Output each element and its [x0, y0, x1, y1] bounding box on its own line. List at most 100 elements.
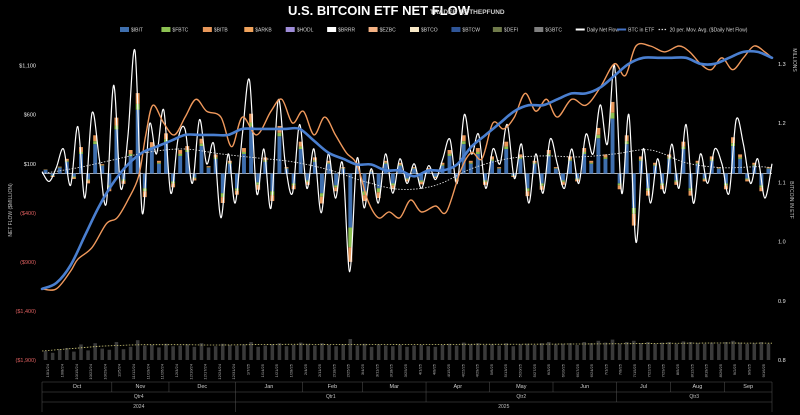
- bar-ibit: [582, 153, 587, 174]
- volume-bar: [235, 345, 239, 360]
- volume-bar: [497, 345, 501, 360]
- bar-ibit: [362, 173, 367, 192]
- volume-bars: [43, 339, 771, 360]
- x-tick-date: 12/24/24: [217, 363, 222, 379]
- bar-fbtc: [348, 227, 353, 248]
- y-tick-left: ($1,400): [16, 309, 37, 315]
- bar-ibit: [447, 155, 452, 174]
- bar-ibit: [539, 173, 544, 184]
- bar-bitb: [752, 162, 757, 165]
- bar-ibit: [192, 173, 197, 178]
- bar-bitb: [731, 137, 735, 144]
- volume-bar: [596, 340, 601, 360]
- x-tick-date: 12/10/24: [188, 363, 193, 379]
- volume-bar: [568, 343, 572, 360]
- volume-bar: [100, 348, 105, 360]
- x-tick-date: 11/26/24: [160, 363, 165, 379]
- x-tick-date: 7/29/25: [661, 363, 666, 377]
- volume-bar: [724, 342, 728, 360]
- legend-swatch: [244, 27, 254, 32]
- x-year-label: 2025: [498, 404, 509, 410]
- bar-bitb: [79, 147, 83, 152]
- y-tick-right: 1.1: [778, 180, 786, 186]
- bar-fbtc: [383, 162, 388, 164]
- bar-fbtc: [702, 178, 707, 180]
- volume-bar: [86, 350, 90, 360]
- volume-bar: [206, 347, 211, 360]
- bar-ibit: [249, 126, 254, 174]
- bar-bitb: [674, 181, 679, 185]
- bar-fbtc: [298, 146, 303, 150]
- x-tick-date: 4/22/25: [460, 363, 465, 377]
- bar-fbtc: [277, 132, 282, 137]
- legend-item: $FBTC: [161, 27, 189, 34]
- volume-bar: [766, 343, 771, 360]
- volume-bar: [738, 342, 742, 360]
- volume-bar: [178, 345, 182, 360]
- legend-swatch: [202, 27, 212, 32]
- bar-bitb: [334, 187, 339, 192]
- bar-fbtc: [745, 178, 750, 180]
- bar-ibit: [277, 136, 282, 174]
- bar-ibit: [617, 173, 622, 184]
- x-tick-date: 9/2/25: [732, 363, 737, 375]
- bar-bitb: [745, 179, 750, 182]
- volume-bar: [355, 345, 360, 360]
- volume-bar: [476, 343, 480, 360]
- bar-bitb: [447, 150, 452, 154]
- x-tick-date: 5/20/25: [518, 363, 523, 377]
- x-tick-date: 12/17/24: [203, 363, 208, 379]
- volume-bar: [341, 344, 345, 360]
- volume-bar: [142, 345, 147, 360]
- bar-fbtc: [128, 153, 133, 156]
- x-tick-date: 10/1/24: [45, 363, 50, 377]
- bar-bitb: [419, 181, 424, 185]
- bar-ibit: [185, 151, 190, 174]
- x-tick-date: 8/19/25: [704, 363, 709, 377]
- bar-fbtc: [539, 183, 544, 186]
- legend-label: 20 per. Mov. Avg. ($Daily Net Flow): [670, 28, 748, 34]
- volume-bar: [504, 343, 508, 360]
- bar-bitb: [546, 150, 551, 154]
- chart-subtitle: TRADER T@THEPFUND: [430, 9, 505, 16]
- bar-bitb: [695, 160, 700, 163]
- legend-item: $DEFI: [492, 27, 518, 34]
- bar-fbtc: [525, 188, 530, 192]
- bar-ibit: [383, 163, 388, 174]
- bar-bitb: [610, 101, 615, 113]
- bar-bitb: [220, 197, 225, 203]
- x-quarter-label: Qtr1: [326, 394, 336, 400]
- legend-swatch: [368, 27, 378, 32]
- bar-ibit: [256, 173, 261, 183]
- bar-bitb: [242, 148, 246, 152]
- legend-label: $IBIT: [131, 28, 143, 34]
- bar-ibit: [631, 173, 636, 208]
- legend-label: Daily Net Flow: [587, 28, 620, 34]
- volume-bar: [57, 349, 62, 360]
- bar-fbtc: [752, 164, 757, 166]
- legend-label: BTC in ETF: [628, 28, 654, 34]
- volume-bar: [277, 343, 282, 360]
- bar-fbtc: [419, 180, 424, 182]
- x-tick-date: 10/22/24: [88, 363, 93, 379]
- bar-fbtc: [759, 185, 764, 188]
- bar-bitb: [603, 154, 608, 158]
- volume-bar: [263, 345, 268, 360]
- bar-ibit: [525, 173, 530, 189]
- y-tick-left: $1,100: [19, 64, 36, 70]
- bar-ibit: [610, 118, 615, 174]
- moving-average-line: [41, 148, 773, 190]
- volume-bar: [511, 346, 516, 360]
- bar-ibit: [553, 168, 558, 174]
- y2-axis-unit-label: MILLIONS: [791, 48, 797, 72]
- bar-ibit: [624, 144, 629, 174]
- volume-bar: [589, 343, 594, 360]
- bar-bitb: [397, 162, 402, 165]
- bar-ibit: [178, 155, 183, 174]
- bar-ibit: [327, 163, 331, 174]
- bar-fbtc: [596, 134, 601, 139]
- x-tick-date: 3/11/25: [374, 363, 379, 377]
- legend-item: $BRRR: [327, 27, 355, 34]
- volume-bar: [554, 344, 558, 360]
- volume-bar: [171, 346, 175, 360]
